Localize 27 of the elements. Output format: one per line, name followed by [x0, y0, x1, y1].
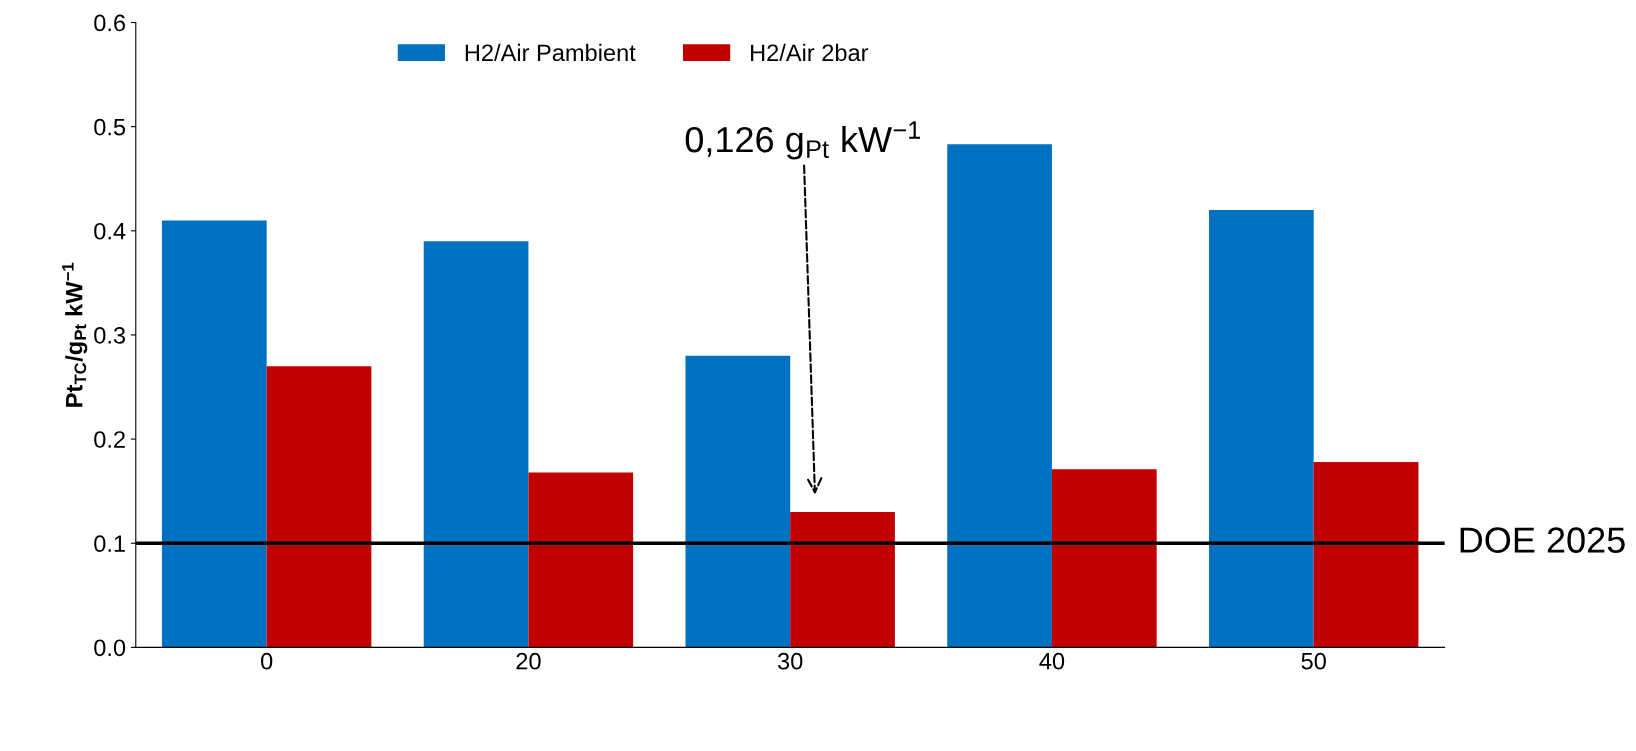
bar	[1209, 209, 1314, 648]
y-tick-label: 0.3	[94, 327, 126, 344]
bar	[790, 511, 895, 648]
y-tick-label: 0.0	[94, 639, 126, 657]
bar	[1313, 462, 1419, 648]
y-tick-label: 0.1	[94, 535, 125, 553]
ref-line-label: DOE 2025	[1460, 527, 1625, 553]
y-axis-title: Pt$_{TC}$/g$_{Pt}$ kW$^{−1}$	[62, 262, 88, 407]
x-tick-label: 50	[1301, 652, 1326, 670]
annotation: 0,126 g$_{Pt}$ kW$^{−1}$	[685, 121, 921, 160]
x-tick-label: 20	[516, 652, 541, 670]
legend-label: H2/Air Pambient	[465, 43, 636, 62]
x-tick-label: 30	[777, 652, 803, 670]
y-tick-label: 0.2	[94, 431, 125, 448]
y-tick-label: 0.5	[94, 118, 126, 136]
x-tick-label: 0	[261, 652, 273, 670]
x-tick-label: 40	[1039, 652, 1065, 670]
bar	[1051, 469, 1157, 648]
bar	[266, 366, 372, 648]
bar	[685, 355, 791, 648]
bar	[947, 144, 1052, 648]
bar	[423, 241, 529, 648]
bar	[528, 472, 634, 648]
legend-label: H2/Air 2bar	[751, 43, 869, 62]
y-tick-label: 0.4	[94, 222, 126, 240]
bar	[161, 220, 267, 648]
y-tick-label: 0.6	[94, 14, 126, 32]
